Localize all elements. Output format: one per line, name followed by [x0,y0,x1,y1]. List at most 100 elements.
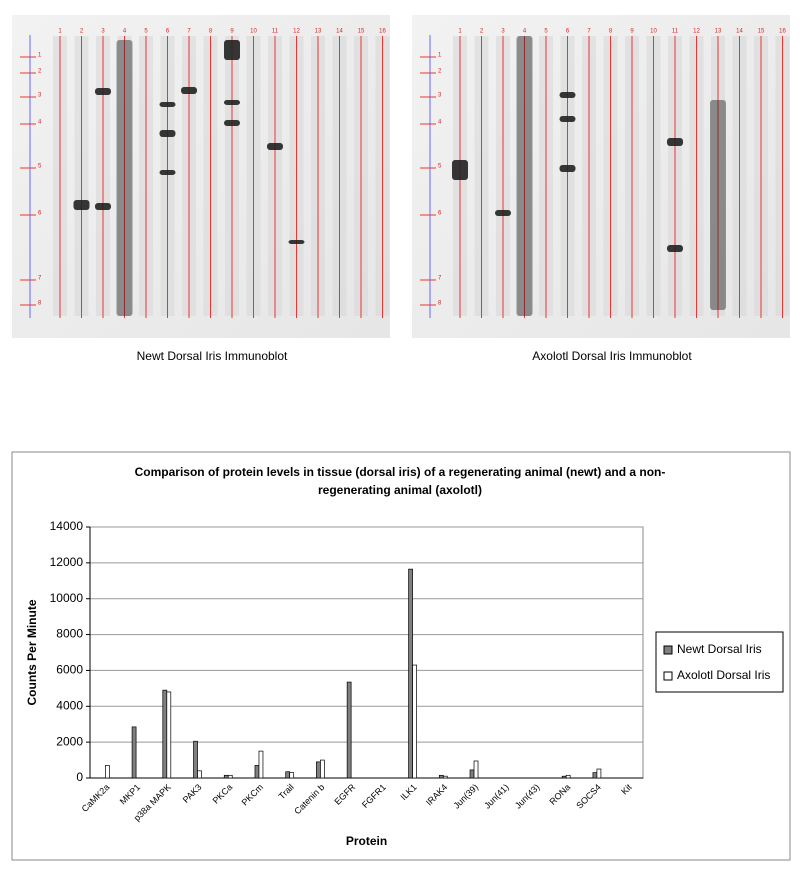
bar [258,750,264,779]
y-tick-label: 10000 [50,591,84,605]
blot-band [559,116,576,122]
bar [565,774,571,779]
lane-label: 13 [715,29,722,35]
marker-label: 5 [38,164,42,170]
lane-label: 14 [336,29,343,35]
lane-label: 11 [672,29,679,35]
marker-label: 3 [38,93,42,99]
bar [346,681,352,779]
lane-label: 1 [458,29,462,35]
blot-band [95,88,111,95]
bar [438,774,444,779]
lane-label: 3 [101,29,105,35]
blot-band [159,102,176,107]
y-tick-label: 8000 [56,627,83,641]
y-tick-label: 6000 [56,663,83,677]
lane-label: 8 [209,29,213,35]
bar [105,765,110,779]
bar [408,568,413,779]
marker-label: 6 [38,211,42,217]
blot-band [559,165,576,172]
lane-label: 3 [501,29,505,35]
y-tick-label: 2000 [56,734,83,748]
y-tick-label: 12000 [50,555,84,569]
lane-label: 12 [693,29,700,35]
blot-band [224,100,240,105]
lane-label: 4 [523,29,527,35]
blot-band [559,92,576,98]
blot-band [267,143,283,150]
marker-label: 7 [438,276,442,282]
blot-band [667,245,683,252]
lane-label: 15 [758,29,765,35]
marker-label: 8 [438,301,442,307]
blot-band [159,130,176,137]
legend-swatch [663,645,673,655]
bar [254,765,260,779]
lane-label: 10 [250,29,257,35]
bar [227,774,233,779]
bar [166,691,172,779]
marker-label: 2 [438,69,442,75]
marker-label: 3 [438,93,442,99]
marker-label: 1 [38,53,42,59]
blot-band [495,210,511,216]
bar [592,772,598,779]
plot-area [89,526,644,779]
bar [596,768,602,779]
lane-label: 16 [379,29,386,35]
lane-label: 2 [80,29,84,35]
bar [193,740,198,779]
lane-label: 6 [566,29,570,35]
blot-band [73,200,90,210]
x-axis-label: Protein [346,834,387,848]
marker-label: 7 [38,276,42,282]
blot-caption: Axolotl Dorsal Iris Immunoblot [532,349,692,363]
blot-band [710,100,726,310]
blot-band [159,170,176,175]
legend-swatch [663,671,673,681]
lane-label: 16 [779,29,786,35]
bar [162,689,168,779]
bar [197,770,202,779]
bar [320,759,325,779]
lane-label: 10 [650,29,657,35]
lane-label: 9 [230,29,234,35]
blot-band [667,138,683,146]
lane-label: 5 [144,29,148,35]
bar [223,774,229,779]
bar [316,761,321,779]
blot-band [288,240,305,244]
bar [469,769,475,779]
y-tick-label: 14000 [50,519,84,533]
bar [442,775,448,779]
marker-label: 5 [438,164,442,170]
lane-label: 9 [630,29,634,35]
bar [561,775,567,779]
blot-band [95,203,111,210]
lane-label: 8 [609,29,613,35]
lane-label: 11 [272,29,279,35]
marker-label: 2 [38,69,42,75]
lane-label: 1 [58,29,62,35]
lane-label: 7 [187,29,191,35]
blot-band [452,160,468,180]
lane-label: 6 [166,29,170,35]
lane-label: 5 [544,29,548,35]
bar [131,726,137,779]
blot-band [181,87,197,94]
marker-label: 8 [38,301,42,307]
lane-label: 13 [315,29,322,35]
y-axis-label: Counts Per Minute [25,599,39,705]
lane-label: 2 [480,29,484,35]
y-tick-label: 4000 [56,698,83,712]
bar [289,772,295,779]
lane-label: 15 [358,29,365,35]
blot-band [516,36,533,316]
marker-label: 6 [438,211,442,217]
marker-label: 1 [438,53,442,59]
marker-label: 4 [38,120,42,126]
legend-label: Axolotl Dorsal Iris [677,668,770,682]
